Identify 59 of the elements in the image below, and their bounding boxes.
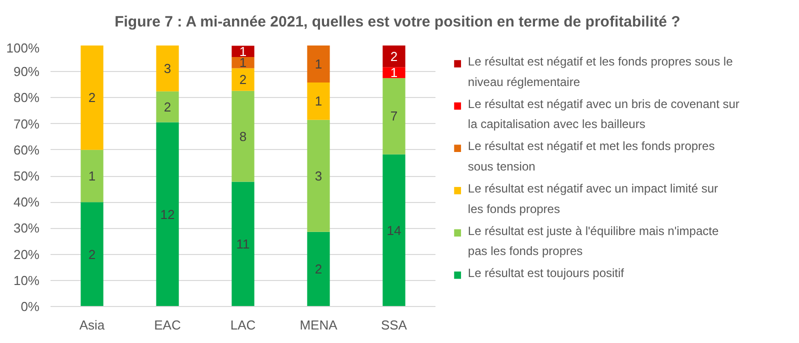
bar xyxy=(232,46,254,57)
annotation: 2 xyxy=(164,99,172,114)
chart-title: Figure 7 : A mi-année 2021, quelles est votre position en terme de profitabilité ? xyxy=(114,14,680,30)
bar xyxy=(156,122,179,306)
bar xyxy=(232,56,254,68)
bar xyxy=(232,182,254,306)
legend-label: Le résultat est négatif avec un impact limité sur les fonds propres xyxy=(468,181,718,216)
y-tick-label: 50% xyxy=(13,168,40,184)
annotation: 1 xyxy=(88,168,96,184)
annotation: 2 xyxy=(88,246,96,262)
y-tick-label: 0% xyxy=(20,299,40,314)
annotation: 2 xyxy=(390,48,398,64)
bar xyxy=(307,120,330,232)
annotation: 11 xyxy=(236,236,250,252)
y-tick-label: 80% xyxy=(13,90,40,106)
annotation: 14 xyxy=(386,222,402,238)
bar xyxy=(307,46,330,83)
annotation: 2 xyxy=(88,90,96,106)
bar xyxy=(382,67,406,78)
y-tick-label: 20% xyxy=(13,246,40,262)
bar xyxy=(382,154,406,306)
annotation: 8 xyxy=(239,128,247,144)
bar xyxy=(382,46,406,68)
y-tick-label: 30% xyxy=(13,220,40,236)
bar xyxy=(156,91,179,122)
bar xyxy=(80,46,104,150)
y-tick-label: 100% xyxy=(6,40,40,56)
legend-label: Le résultat est négatif et les fonds propres sous le niveau réglementaire xyxy=(468,54,734,89)
bar xyxy=(156,46,179,92)
annotation: 3 xyxy=(164,60,172,76)
x-tick-label: EAC xyxy=(154,318,181,332)
bar xyxy=(382,78,406,154)
annotation: 2 xyxy=(239,72,247,88)
annotation: 1 xyxy=(390,65,398,80)
bar xyxy=(80,202,104,306)
x-tick-label: MENA xyxy=(300,318,338,332)
annotation: 3 xyxy=(314,168,322,184)
x-tick-label: SSA xyxy=(380,318,408,332)
annotation: 1 xyxy=(314,56,322,72)
annotation: 12 xyxy=(160,206,175,222)
legend-label: Le résultat est toujours positif xyxy=(468,266,625,280)
legend-label: Le résultat est négatif avec un bris de covenant sur la capitalisation avec les bailleurs xyxy=(468,96,740,132)
bar xyxy=(232,68,254,91)
bar xyxy=(232,90,254,182)
bar xyxy=(307,82,330,120)
legend-label: Le résultat est négatif et met les fonds propres sous tension xyxy=(468,139,715,174)
annotation: 7 xyxy=(390,108,398,124)
annotation: 1 xyxy=(314,94,322,109)
y-tick-label: 10% xyxy=(13,272,40,288)
annotation: 2 xyxy=(314,262,322,277)
y-tick-label: 40% xyxy=(13,194,40,210)
y-tick-label: 60% xyxy=(13,142,40,158)
bar xyxy=(307,232,330,306)
x-tick-label: LAC xyxy=(230,318,256,332)
legend-label: Le résultat est juste à l'équilibre mais n'impacte pas les fonds propres xyxy=(468,224,719,258)
y-tick-label: 70% xyxy=(13,116,40,132)
bar xyxy=(80,150,104,202)
x-tick-label: Asia xyxy=(79,318,106,332)
y-tick-label: 90% xyxy=(13,64,40,80)
